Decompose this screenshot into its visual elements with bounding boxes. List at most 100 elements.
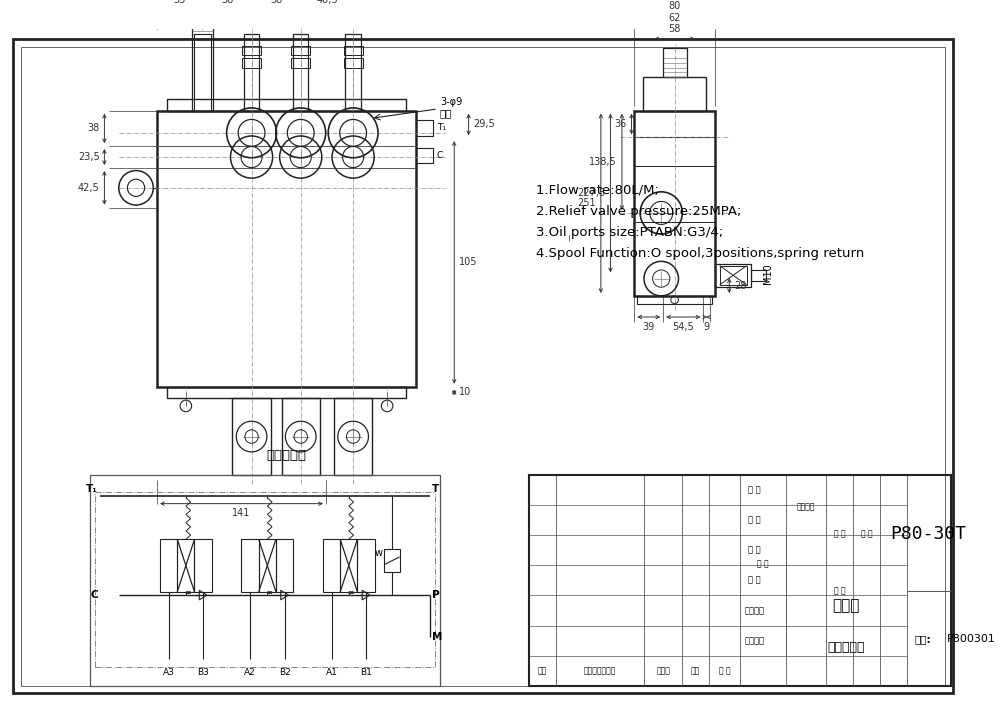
Text: 141: 141 [232, 508, 251, 518]
Bar [340, 539, 357, 592]
Text: 105: 105 [459, 257, 478, 267]
Text: 液压原理图: 液压原理图 [267, 449, 307, 463]
Text: 盲孔: 盲孔 [440, 109, 452, 119]
Bar [244, 34, 259, 110]
Text: P80-30T: P80-30T [891, 525, 967, 543]
Bar [177, 539, 194, 592]
Text: T₁: T₁ [86, 484, 98, 494]
Bar [167, 99, 406, 110]
Bar [529, 475, 951, 685]
Bar [160, 539, 177, 592]
Bar [663, 49, 687, 77]
Bar [344, 46, 363, 55]
Text: 1.Flow rate:80L/M;: 1.Flow rate:80L/M; [536, 183, 659, 197]
Text: B1: B1 [360, 668, 372, 677]
Bar [90, 475, 440, 685]
Text: B2: B2 [279, 668, 290, 677]
Text: 工艺批准: 工艺批准 [744, 606, 764, 615]
Bar [194, 34, 211, 110]
Text: 多路阀: 多路阀 [833, 598, 860, 613]
Text: C: C [437, 151, 443, 160]
Text: 38: 38 [221, 0, 233, 6]
Bar [192, 15, 213, 110]
Text: 227,5: 227,5 [578, 188, 606, 198]
Bar [241, 539, 259, 592]
Text: P: P [432, 590, 440, 600]
Bar [637, 296, 712, 304]
Text: 39: 39 [643, 322, 655, 332]
Bar [293, 34, 308, 110]
Bar [384, 549, 400, 572]
Bar [416, 120, 433, 136]
Bar [194, 539, 212, 592]
Bar [345, 34, 361, 110]
Text: T₁: T₁ [437, 124, 446, 132]
Bar [291, 58, 310, 67]
Text: 38: 38 [87, 124, 100, 134]
Text: 38: 38 [270, 0, 282, 6]
Text: A1: A1 [326, 668, 337, 677]
Text: 更改内容和数量: 更改内容和数量 [584, 666, 616, 675]
Text: 图 量: 图 量 [834, 586, 845, 595]
Text: 3.Oil ports size:PTABN:G3/4;: 3.Oil ports size:PTABN:G3/4; [536, 226, 723, 239]
Bar [282, 398, 320, 475]
Text: 图幅规格: 图幅规格 [797, 502, 815, 511]
Text: M10: M10 [763, 263, 773, 284]
Text: 设 计: 设 计 [748, 486, 761, 494]
Text: 80: 80 [669, 1, 681, 11]
Text: 日期: 日期 [691, 666, 700, 675]
Text: 9: 9 [704, 322, 710, 332]
Text: 更改人: 更改人 [656, 666, 670, 675]
Bar [643, 77, 706, 110]
Bar [634, 110, 715, 296]
Text: 2.Relief valve pressure:25MPA;: 2.Relief valve pressure:25MPA; [536, 205, 741, 218]
Text: 外型尺寸图: 外型尺寸图 [827, 641, 865, 654]
Bar [334, 398, 372, 475]
Text: 40,5: 40,5 [316, 0, 338, 6]
Text: C: C [90, 590, 98, 600]
Text: 28: 28 [734, 280, 746, 290]
Bar [720, 266, 747, 285]
Bar [323, 539, 340, 592]
Text: 审 查: 审 查 [719, 666, 730, 675]
Bar [259, 539, 276, 592]
Text: 29,5: 29,5 [473, 120, 495, 129]
Text: 描 图: 描 图 [748, 546, 761, 555]
Text: M: M [432, 632, 443, 643]
Bar [344, 58, 363, 67]
Text: 关 联: 关 联 [757, 559, 769, 568]
Text: 校 对: 校 对 [748, 576, 761, 585]
Text: 重 量: 重 量 [834, 529, 845, 538]
Bar [276, 539, 293, 592]
Bar [232, 398, 271, 475]
Bar [242, 46, 261, 55]
Text: 比 例: 比 例 [861, 529, 872, 538]
Bar [715, 264, 751, 287]
Bar [416, 148, 433, 163]
Text: 编号:: 编号: [914, 634, 931, 645]
Text: 58: 58 [668, 24, 681, 34]
Text: 制 图: 制 图 [748, 515, 761, 524]
Bar [157, 110, 416, 387]
Text: A2: A2 [244, 668, 256, 677]
Bar [291, 46, 310, 55]
Bar [167, 387, 406, 398]
Text: A3: A3 [163, 668, 175, 677]
Text: 42,5: 42,5 [78, 183, 100, 193]
Text: 138,5: 138,5 [589, 157, 617, 167]
Text: 4.Spool Function:O spool,3positions,spring return: 4.Spool Function:O spool,3positions,spri… [536, 247, 864, 260]
Text: 35: 35 [174, 0, 186, 6]
Bar [751, 269, 766, 281]
Text: w: w [375, 548, 383, 558]
Text: 23,5: 23,5 [78, 152, 100, 162]
Text: 标记: 标记 [538, 666, 547, 675]
Text: 36: 36 [614, 119, 627, 129]
Text: 54,5: 54,5 [672, 322, 694, 332]
Text: T: T [432, 484, 439, 494]
Text: B3: B3 [197, 668, 209, 677]
Text: 62: 62 [668, 13, 681, 22]
Text: 10: 10 [459, 387, 471, 397]
Text: 251: 251 [577, 198, 596, 208]
Text: P800301: P800301 [947, 634, 996, 645]
Text: 3-φ9: 3-φ9 [440, 97, 462, 107]
